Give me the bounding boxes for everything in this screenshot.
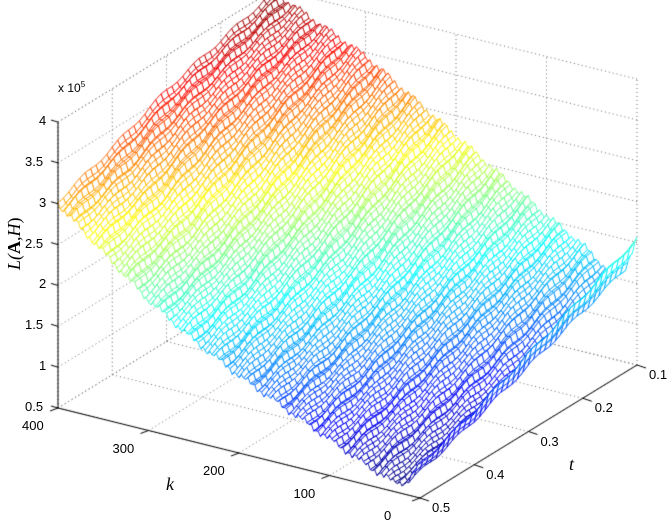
z-tick-label: 1.5 <box>25 317 44 333</box>
y-tick-label: 0.2 <box>594 400 613 416</box>
x-axis-label: k <box>166 474 174 494</box>
surface-plot-canvas <box>0 0 672 510</box>
z-tick-label: 0.5 <box>25 399 44 414</box>
x-tick-label: 100 <box>293 485 316 501</box>
y-tick-label: 0.5 <box>432 500 451 515</box>
z-tick-label: 1 <box>39 358 47 374</box>
x-tick-label: 0 <box>384 508 392 523</box>
z-tick-label: 2 <box>39 276 47 292</box>
z-tick-label: 4 <box>39 113 47 129</box>
z-axis-multiplier: x 105 <box>58 80 86 95</box>
x-tick-label: 300 <box>112 440 135 456</box>
z-tick-label: 3.5 <box>25 153 44 169</box>
z-axis-label: L(A,H) <box>4 217 24 270</box>
y-axis-label: t <box>569 454 575 474</box>
x-tick-label: 400 <box>22 418 44 433</box>
y-tick-label: 0.1 <box>649 367 668 382</box>
y-tick-label: 0.3 <box>540 433 559 449</box>
y-tick-label: 0.4 <box>486 466 505 482</box>
x-tick-label: 200 <box>203 463 225 478</box>
z-tick-label: 2.5 <box>25 235 44 251</box>
z-tick-label: 3 <box>39 194 47 210</box>
